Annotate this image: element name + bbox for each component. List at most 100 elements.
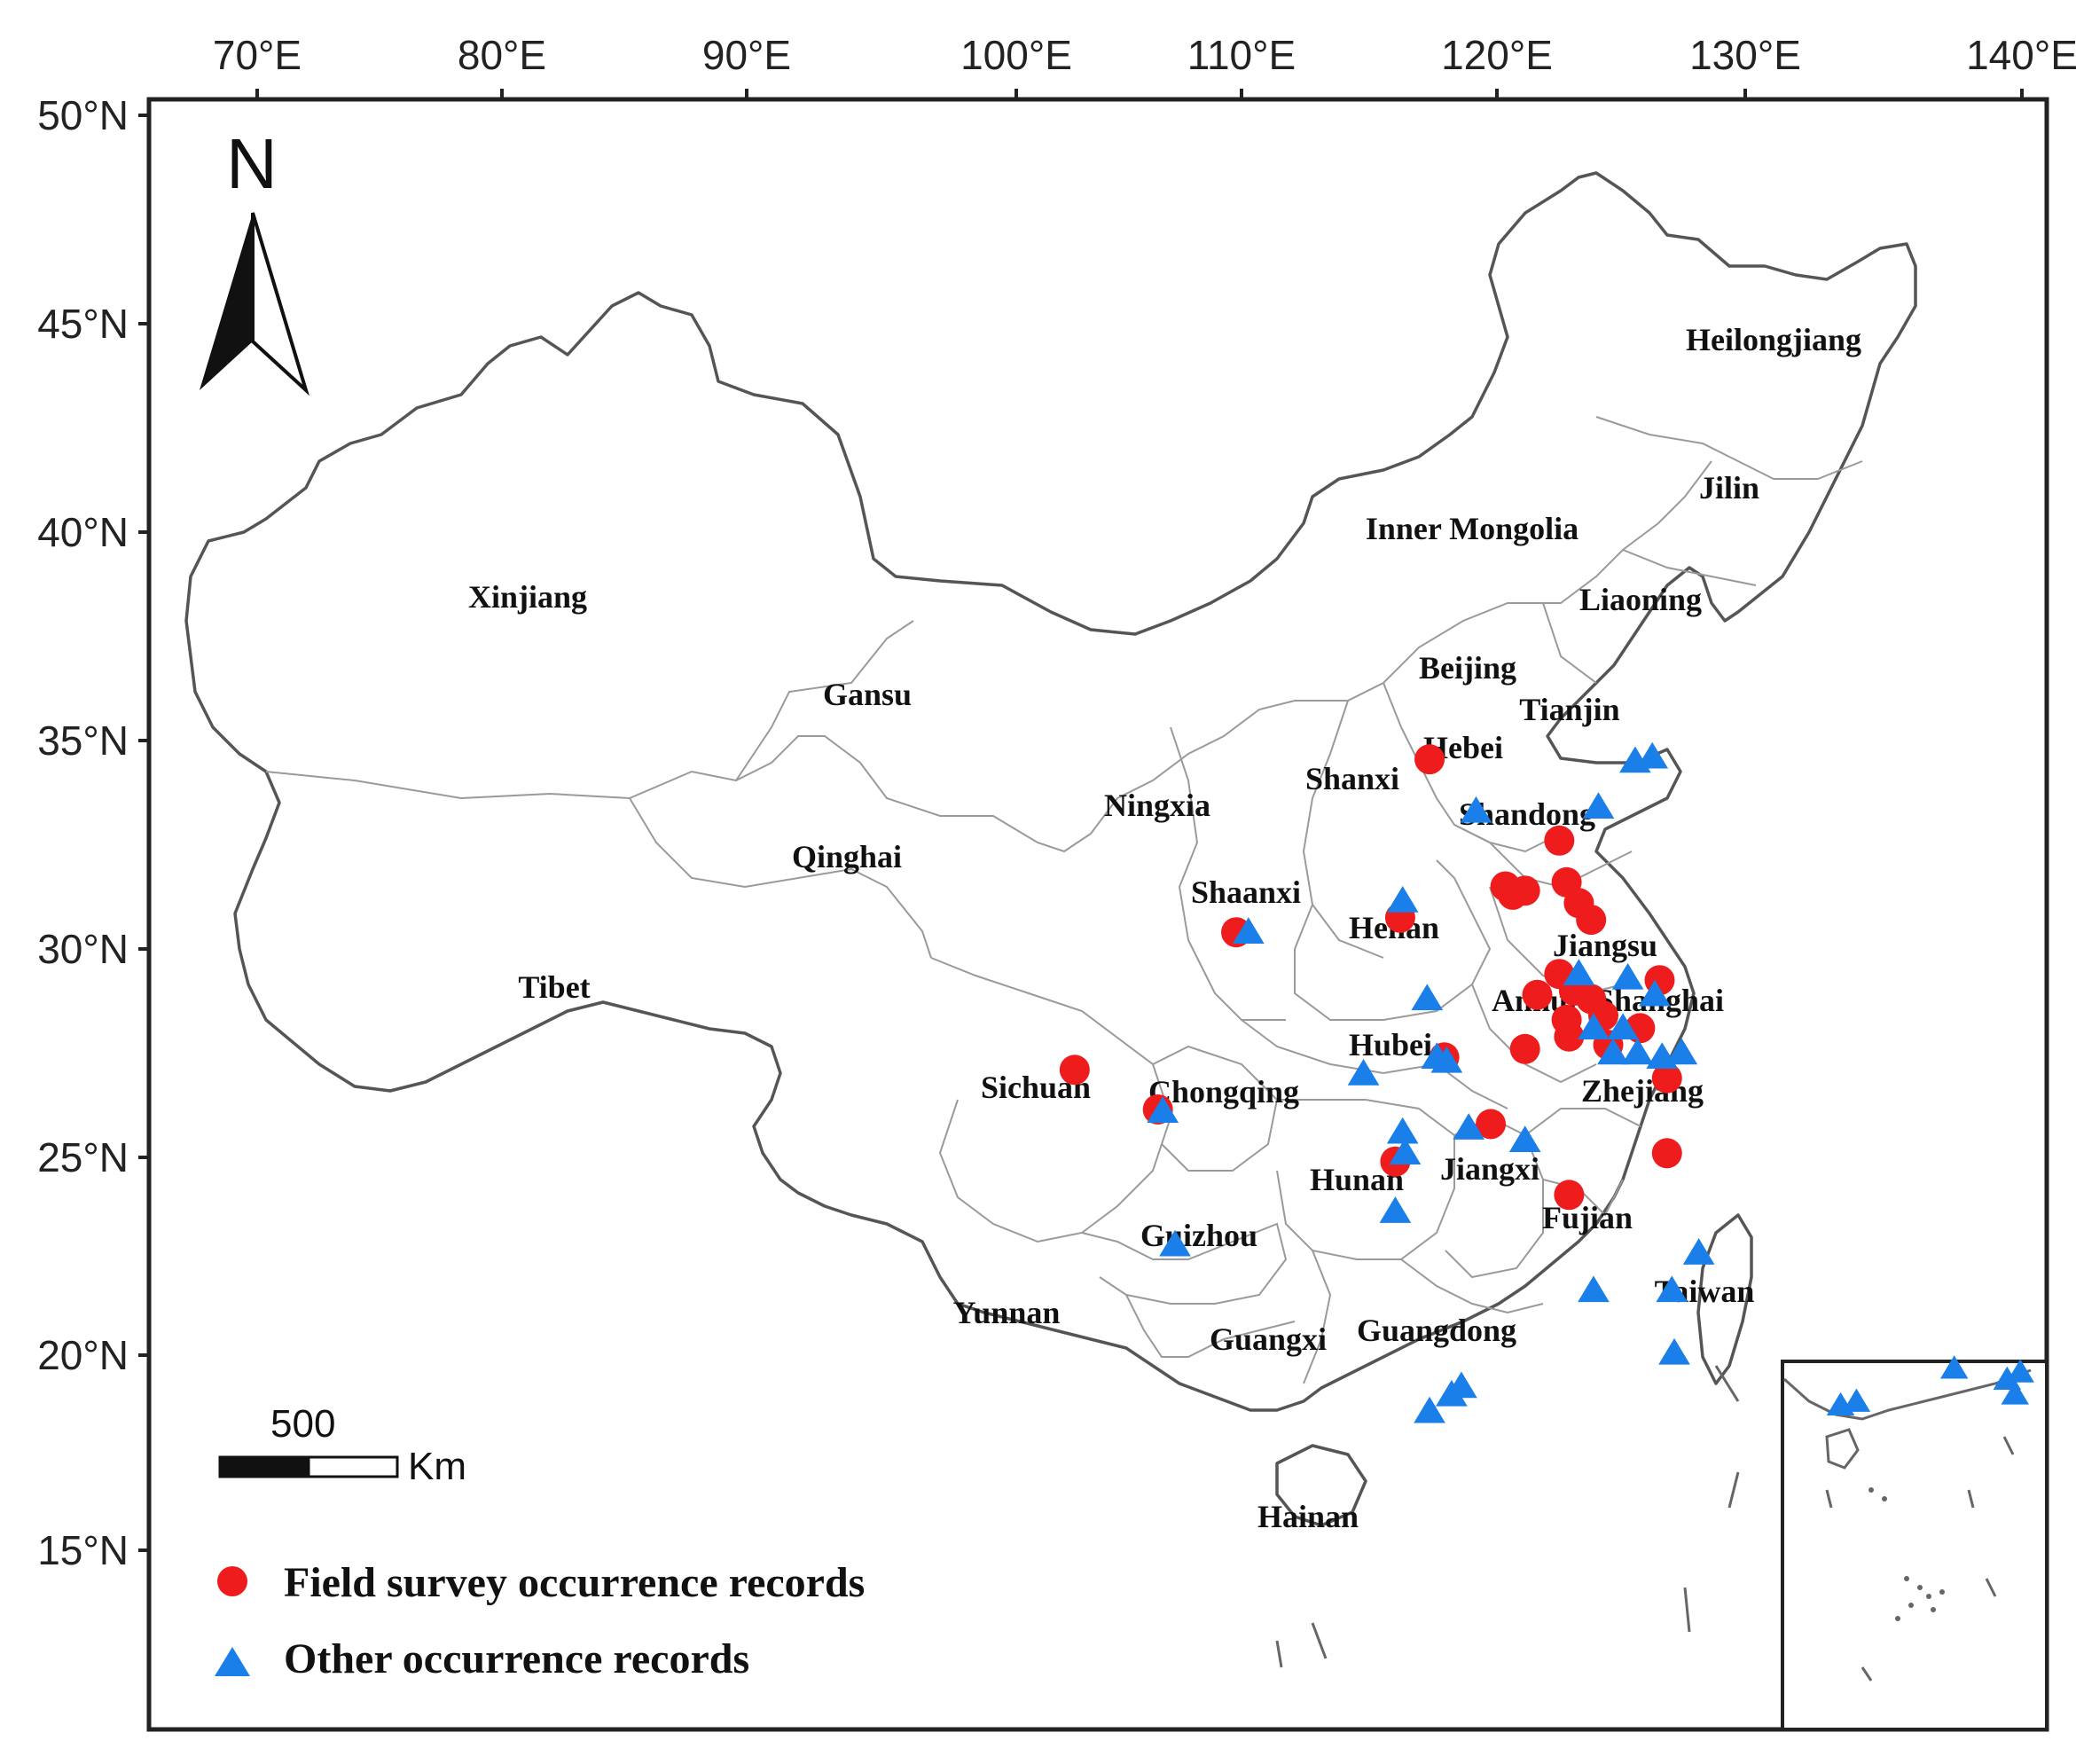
boundary-guizhou <box>1081 1222 1288 1305</box>
inset-map <box>1781 1355 2049 1731</box>
province-label-hainan: Hainan <box>1257 1499 1359 1534</box>
other-record-point <box>1386 1117 1419 1144</box>
province-label-chongqing: Chongqing <box>1148 1074 1299 1109</box>
boundary-anhui <box>1471 984 1597 1084</box>
province-label-tianjin: Tianjin <box>1519 692 1619 727</box>
inset-coastline <box>1783 1368 2032 1421</box>
boundary-shanxi <box>1302 700 1384 959</box>
province-label-beijing: Beijing <box>1419 650 1516 686</box>
other-record-point <box>1611 962 1644 990</box>
other-record-point <box>1578 1275 1610 1303</box>
inset-frame <box>1781 1360 2049 1731</box>
inset-island <box>1882 1496 1887 1501</box>
field-survey-point <box>1651 1138 1682 1169</box>
latitude-label: 35°N <box>37 717 129 764</box>
latitude-label: 30°N <box>37 926 129 972</box>
inset-dash <box>2002 1436 2015 1455</box>
north-arrow-right-half <box>251 212 310 396</box>
latitude-label: 15°N <box>37 1527 129 1573</box>
inset-island <box>1931 1607 1936 1612</box>
other-record-point <box>1665 1038 1698 1065</box>
latitude-label: 45°N <box>37 301 129 347</box>
inset-dash <box>1967 1489 1975 1509</box>
boundary-jilin <box>1622 549 1757 586</box>
province-label-jilin: Jilin <box>1699 470 1759 506</box>
boundary-chongqing <box>1152 1045 1279 1172</box>
field-survey-point <box>1522 979 1553 1010</box>
inset-other-record-point <box>2001 1381 2029 1405</box>
other-record-point <box>1607 1013 1639 1040</box>
boundary-shandong <box>1453 824 1633 889</box>
longitude-label: 80°E <box>458 32 546 78</box>
boundary-hunan <box>1276 1099 1455 1260</box>
scale-bar: 500 Km <box>218 1402 466 1488</box>
china-outline <box>184 171 1917 1412</box>
province-label-inner-mongolia: Inner Mongolia <box>1366 511 1579 546</box>
scale-bar-light-segment <box>307 1455 399 1478</box>
boundary-xinjiang <box>265 620 914 800</box>
inset-dashes <box>1825 1436 2015 1682</box>
other-record-point <box>1682 1238 1715 1265</box>
legend-field-label: Field survey occurrence records <box>284 1559 865 1606</box>
province-label-heilongjiang: Heilongjiang <box>1686 322 1861 357</box>
legend: Field survey occurrence records Other oc… <box>215 1559 865 1682</box>
inset-other-record-point <box>2006 1359 2034 1383</box>
province-label-xinjiang: Xinjiang <box>468 579 587 615</box>
other-record-point <box>1453 1113 1485 1140</box>
longitude-label: 110°E <box>1187 32 1296 78</box>
inset-island <box>1939 1589 1945 1595</box>
sea-dash-2 <box>1727 1471 1740 1509</box>
legend-other-symbol <box>215 1647 250 1676</box>
field-survey-point <box>1509 875 1540 906</box>
province-label-zhejiang: Zhejiang <box>1581 1073 1704 1109</box>
province-label-hubei: Hubei <box>1349 1027 1432 1062</box>
scale-bar-dark-segment <box>218 1455 310 1478</box>
inset-other-record-point <box>1939 1355 1969 1379</box>
scale-bar-value: 500 <box>270 1402 335 1446</box>
other-record-point <box>1379 1196 1412 1223</box>
other-record-point <box>1658 1337 1690 1365</box>
map-frame <box>146 97 2049 1732</box>
taiwan-island <box>1696 1213 1753 1385</box>
province-boundaries <box>265 416 1863 1384</box>
other-record-point <box>1563 959 1595 985</box>
province-labels: Heilongjiang Jilin Inner Mongolia Liaoning X… <box>468 322 1861 1534</box>
hainan-island <box>1275 1444 1367 1527</box>
field-survey-point <box>1554 1021 1585 1052</box>
latitude-label: 50°N <box>37 92 129 138</box>
scale-bar-unit: Km <box>408 1445 466 1488</box>
province-label-ningxia: Ningxia <box>1104 788 1210 823</box>
inset-other-record-point <box>1842 1388 1871 1412</box>
longitude-label: 100°E <box>960 32 1072 78</box>
field-survey-point <box>1576 905 1607 936</box>
latitude-label: 25°N <box>37 1134 129 1180</box>
other-record-point <box>1597 1038 1629 1065</box>
inset-dash <box>1861 1666 1873 1682</box>
longitude-axis: 70°E 80°E 90°E 100°E 110°E 120°E 130°E 140°E <box>213 32 2076 99</box>
other-record-point <box>1639 979 1671 1007</box>
province-label-guangdong: Guangdong <box>1357 1313 1516 1348</box>
longitude-label: 140°E <box>1966 32 2076 78</box>
province-label-fujian: Fujian <box>1542 1200 1633 1235</box>
other-record-point <box>1347 1059 1380 1086</box>
inset-hainan <box>1825 1428 1860 1470</box>
boundary-yunnan-guangxi <box>1125 1294 1296 1358</box>
other-record-point <box>1445 1371 1477 1399</box>
north-arrow-label: N <box>226 124 278 203</box>
inset-island <box>1904 1576 1909 1581</box>
other-record-point <box>1389 1138 1422 1165</box>
other-record-point <box>1411 984 1444 1011</box>
field-survey-point <box>1059 1054 1090 1086</box>
boundary-gansu <box>735 735 1092 853</box>
boundary-qinghai-tibet <box>629 797 932 959</box>
other-record-point <box>1508 1125 1541 1152</box>
inset-island <box>1895 1616 1900 1621</box>
province-label-gansu: Gansu <box>823 677 912 712</box>
china-landmass <box>184 171 1917 1527</box>
boundary-henan <box>1294 859 1492 1021</box>
province-label-qinghai: Qinghai <box>792 839 902 874</box>
south-china-sea-lines <box>1275 1365 1740 1668</box>
province-label-guangxi: Guangxi <box>1210 1321 1327 1357</box>
longitude-label: 90°E <box>702 32 791 78</box>
